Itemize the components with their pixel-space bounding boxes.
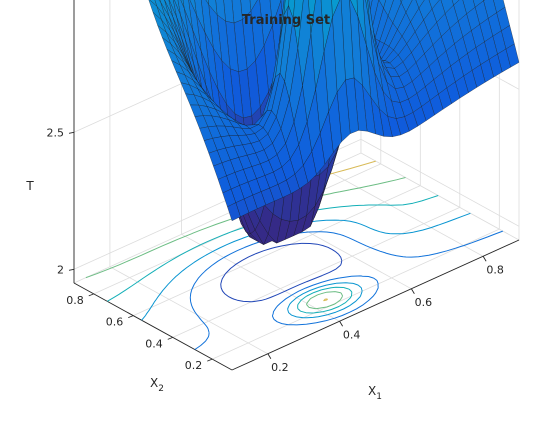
y-tick-label: 0.6 bbox=[106, 316, 124, 329]
x-tick-label: 0.4 bbox=[343, 328, 361, 341]
surface-face bbox=[451, 0, 460, 6]
y-gridline bbox=[172, 0, 461, 338]
z-tick bbox=[68, 268, 75, 271]
x-tick-label: 0.6 bbox=[415, 296, 433, 309]
y-axis-label-sub: 2 bbox=[158, 384, 164, 394]
y-axis-label-base: X bbox=[150, 376, 158, 390]
z-tick-label: 2 bbox=[57, 263, 64, 276]
z-tick bbox=[68, 131, 75, 134]
y-tick-label: 0.8 bbox=[66, 294, 84, 307]
floor-contours bbox=[85, 160, 503, 350]
x-gridline bbox=[181, 0, 340, 322]
contour-line bbox=[189, 230, 503, 350]
surface-face bbox=[227, 202, 241, 222]
z-axis-label: T bbox=[25, 179, 34, 193]
x-tick bbox=[267, 353, 272, 359]
y-axis-line bbox=[73, 282, 233, 371]
y-tick bbox=[88, 293, 94, 297]
tick-labels: 22.533.544.50.20.40.60.80.20.40.60.8 bbox=[47, 0, 504, 374]
contour-line bbox=[220, 242, 343, 303]
x-axis-label-base: X bbox=[368, 384, 376, 398]
y-tick bbox=[167, 336, 173, 340]
y-axis-label: X2 bbox=[150, 376, 164, 394]
x-tick bbox=[482, 256, 487, 262]
surface-face bbox=[158, 0, 161, 3]
x-tick bbox=[339, 321, 344, 327]
chart-title: Training Set bbox=[242, 13, 330, 28]
x-gridline bbox=[109, 0, 269, 355]
z-tick-label: 2.5 bbox=[47, 126, 65, 139]
z-gridline bbox=[73, 138, 520, 270]
y-tick-label: 0.4 bbox=[145, 337, 163, 350]
y-gridline bbox=[133, 0, 421, 316]
surface-face bbox=[308, 0, 316, 34]
x-tick-label: 0.8 bbox=[486, 263, 504, 276]
surface-face bbox=[400, 0, 403, 3]
y-tick-label: 0.2 bbox=[185, 359, 203, 372]
y-tick bbox=[128, 315, 134, 319]
z-tick-label: 3 bbox=[57, 0, 64, 2]
y-tick bbox=[207, 358, 213, 362]
x-tick-label: 0.2 bbox=[271, 361, 289, 374]
x-axis-label: X1 bbox=[368, 384, 382, 402]
surface-mesh bbox=[148, 0, 520, 246]
x-tick bbox=[410, 288, 415, 294]
y-gridline bbox=[212, 0, 500, 360]
x-axis-label-sub: 1 bbox=[376, 392, 382, 402]
x-axis-line bbox=[231, 239, 520, 371]
